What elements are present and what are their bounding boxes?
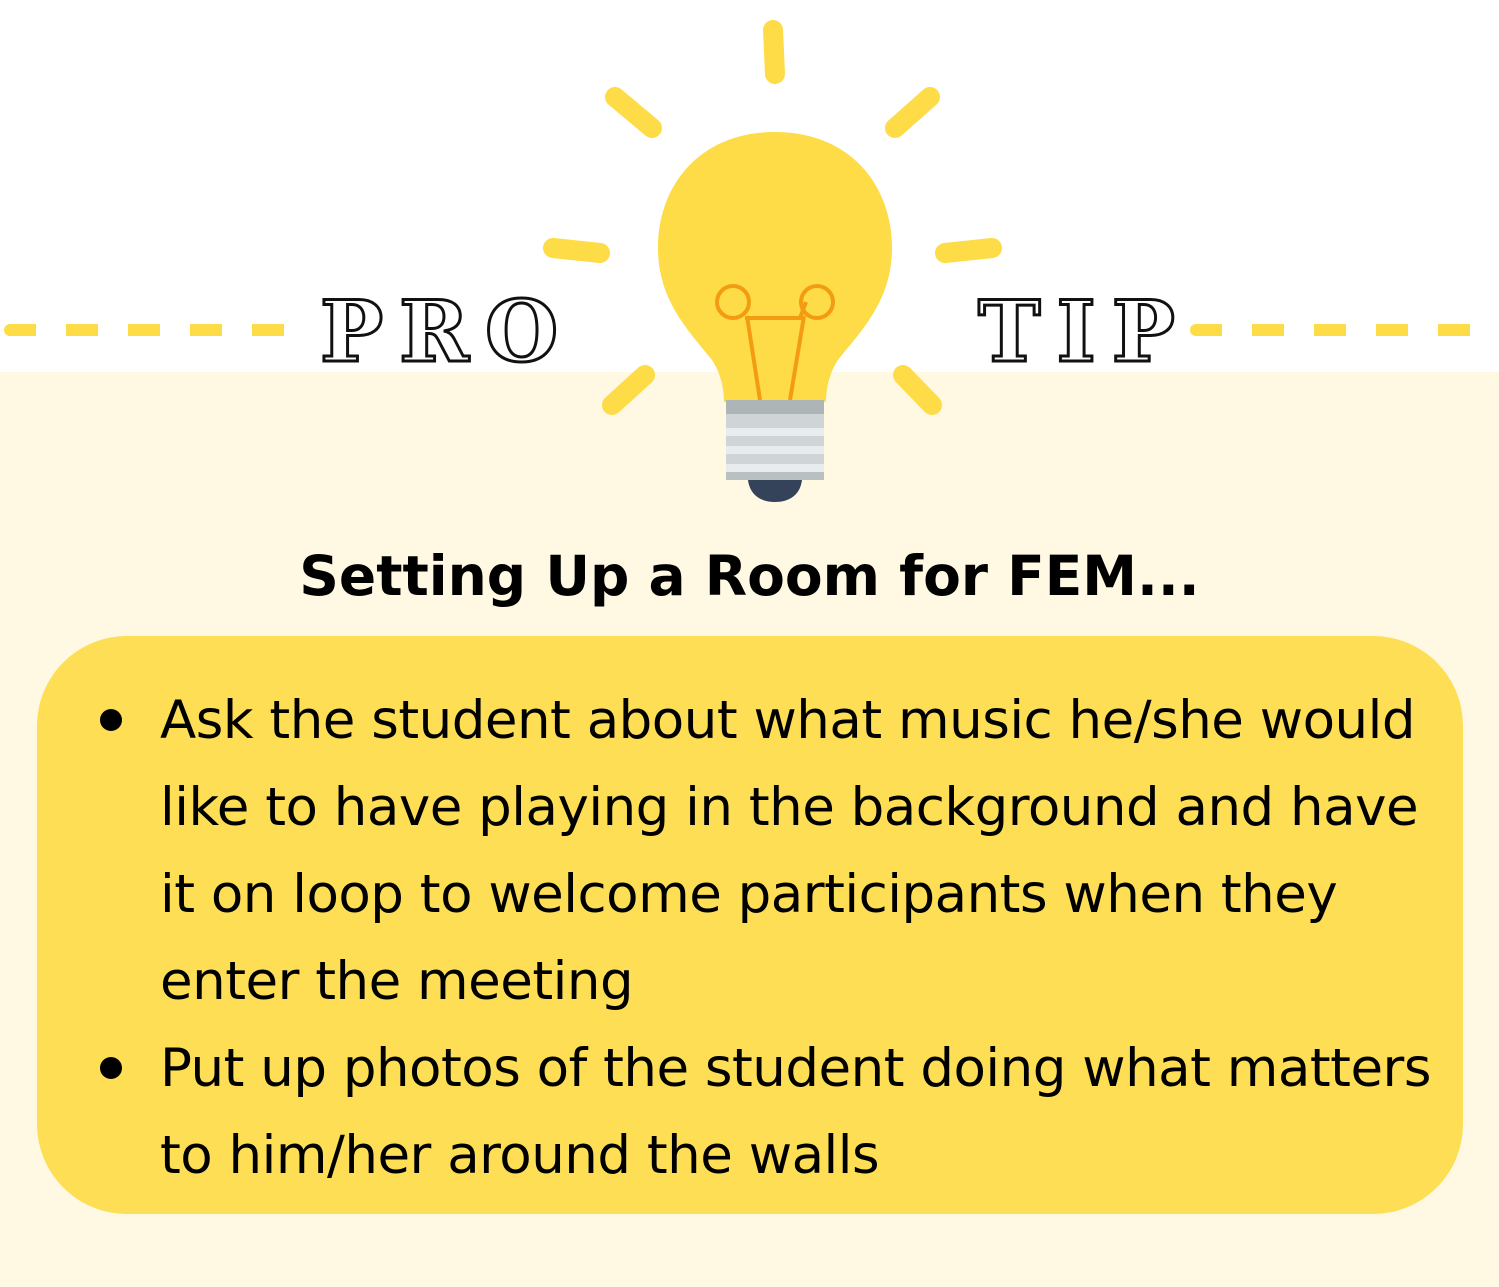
bulb-contact xyxy=(748,480,802,502)
tip-text: Put up photos of the student doing what … xyxy=(160,1038,1431,1186)
tips-panel xyxy=(37,636,1463,1214)
tips-list: Ask the student about what music he/she … xyxy=(95,677,1465,1199)
bullet-icon xyxy=(100,1057,122,1079)
dashed-divider-left xyxy=(4,324,300,336)
dashed-divider-right xyxy=(1190,324,1480,336)
tip-label: TIP xyxy=(977,281,1191,383)
list-item: Ask the student about what music he/she … xyxy=(95,677,1465,1025)
light-rays xyxy=(543,20,1002,415)
bulb-base-cap xyxy=(726,400,824,414)
bulb-glass xyxy=(658,132,892,402)
page-title: Setting Up a Room for FEM... xyxy=(299,544,1200,608)
tip-text: Ask the student about what music he/she … xyxy=(160,690,1419,1012)
list-item: Put up photos of the student doing what … xyxy=(95,1025,1465,1199)
bullet-icon xyxy=(100,709,122,731)
lightbulb-icon xyxy=(543,20,1002,502)
pro-label: PRO xyxy=(318,281,575,383)
bulb-filament xyxy=(715,284,835,401)
